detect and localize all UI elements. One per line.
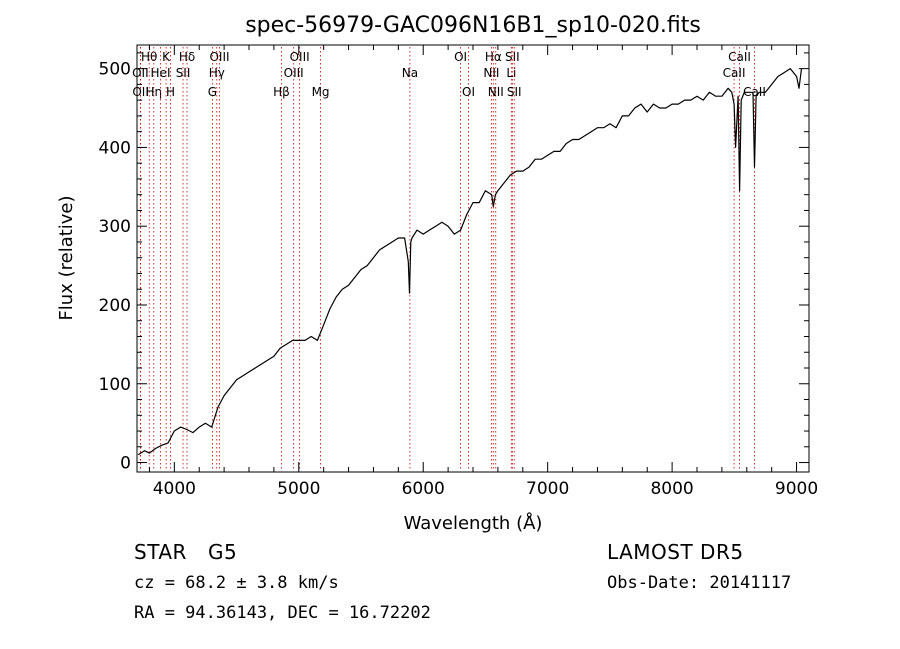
observation-date: Obs-Date: 20141117 bbox=[607, 573, 792, 593]
marker-label-18: OI bbox=[462, 85, 475, 99]
spectral-line-markers: Hθ OII OII K Hη HeI H Hδ SII OIII Hγ G Hβ OIII OIII Mg N… bbox=[132, 47, 766, 471]
x-tick-label: 6000 bbox=[402, 479, 445, 499]
y-tick-label: 0 bbox=[120, 454, 131, 474]
marker-label-6: H bbox=[166, 85, 175, 99]
marker-label-22: SII bbox=[505, 50, 520, 64]
x-tick-label: 4000 bbox=[153, 479, 196, 499]
marker-label-10: Hγ bbox=[209, 66, 225, 80]
marker-label-25: CaII bbox=[728, 50, 751, 64]
marker-label-12: Hβ bbox=[273, 85, 290, 99]
marker-label-3: K bbox=[162, 50, 171, 64]
marker-label-8: SII bbox=[176, 66, 191, 80]
plot-frame bbox=[136, 44, 810, 473]
spectrum-series bbox=[137, 67, 803, 456]
marker-label-5: HeI bbox=[151, 66, 171, 80]
marker-label-27: CaII bbox=[743, 85, 766, 99]
redshift-velocity: cz = 68.2 ± 3.8 km/s bbox=[134, 573, 339, 593]
marker-label-14: OIII bbox=[284, 66, 304, 80]
marker-label-15: Mg bbox=[312, 85, 330, 99]
x-axis-label: Wavelength (Å) bbox=[404, 512, 543, 534]
marker-label-21: NII bbox=[488, 85, 504, 99]
x-tick-label: 7000 bbox=[526, 479, 569, 499]
marker-label-4: Hη bbox=[145, 85, 162, 99]
survey-name: LAMOST DR5 bbox=[607, 540, 744, 564]
marker-label-23: Li bbox=[506, 66, 516, 80]
marker-label-11: G bbox=[208, 85, 217, 99]
x-tick-label: 8000 bbox=[650, 479, 693, 499]
marker-label-1: OII bbox=[132, 66, 149, 80]
object-subclass: G5 bbox=[208, 540, 238, 564]
marker-label-24: SII bbox=[507, 85, 522, 99]
sky-coordinates: RA = 94.36143, DEC = 16.72202 bbox=[134, 603, 431, 623]
marker-label-26: CaII bbox=[723, 66, 746, 80]
marker-label-16: Na bbox=[402, 66, 418, 80]
y-tick-label: 200 bbox=[99, 296, 131, 316]
x-tick-label: 9000 bbox=[775, 479, 818, 499]
marker-label-7: Hδ bbox=[179, 50, 195, 64]
marker-label-17: OI bbox=[454, 50, 467, 64]
y-tick-label: 400 bbox=[99, 138, 131, 158]
marker-label-13: OIII bbox=[290, 50, 310, 64]
y-axis: 0 100 200 300 400 500 bbox=[99, 52, 809, 474]
x-tick-label: 5000 bbox=[277, 479, 320, 499]
y-tick-label: 300 bbox=[99, 217, 131, 237]
object-class: STAR bbox=[134, 540, 187, 564]
y-tick-label: 500 bbox=[99, 60, 131, 80]
y-axis-label: Flux (relative) bbox=[56, 195, 77, 320]
marker-label-2: OII bbox=[132, 85, 149, 99]
spectrum-line bbox=[137, 67, 803, 456]
marker-label-19: Hα bbox=[485, 50, 502, 64]
marker-label-20: NII bbox=[483, 66, 499, 80]
y-tick-label: 100 bbox=[99, 375, 131, 395]
marker-label-9: OIII bbox=[209, 50, 229, 64]
chart-title: spec-56979-GAC096N16B1_sp10-020.fits bbox=[245, 13, 701, 38]
x-axis: 4000 5000 6000 7000 8000 9000 bbox=[148, 45, 818, 499]
marker-label-0: Hθ bbox=[141, 50, 157, 64]
